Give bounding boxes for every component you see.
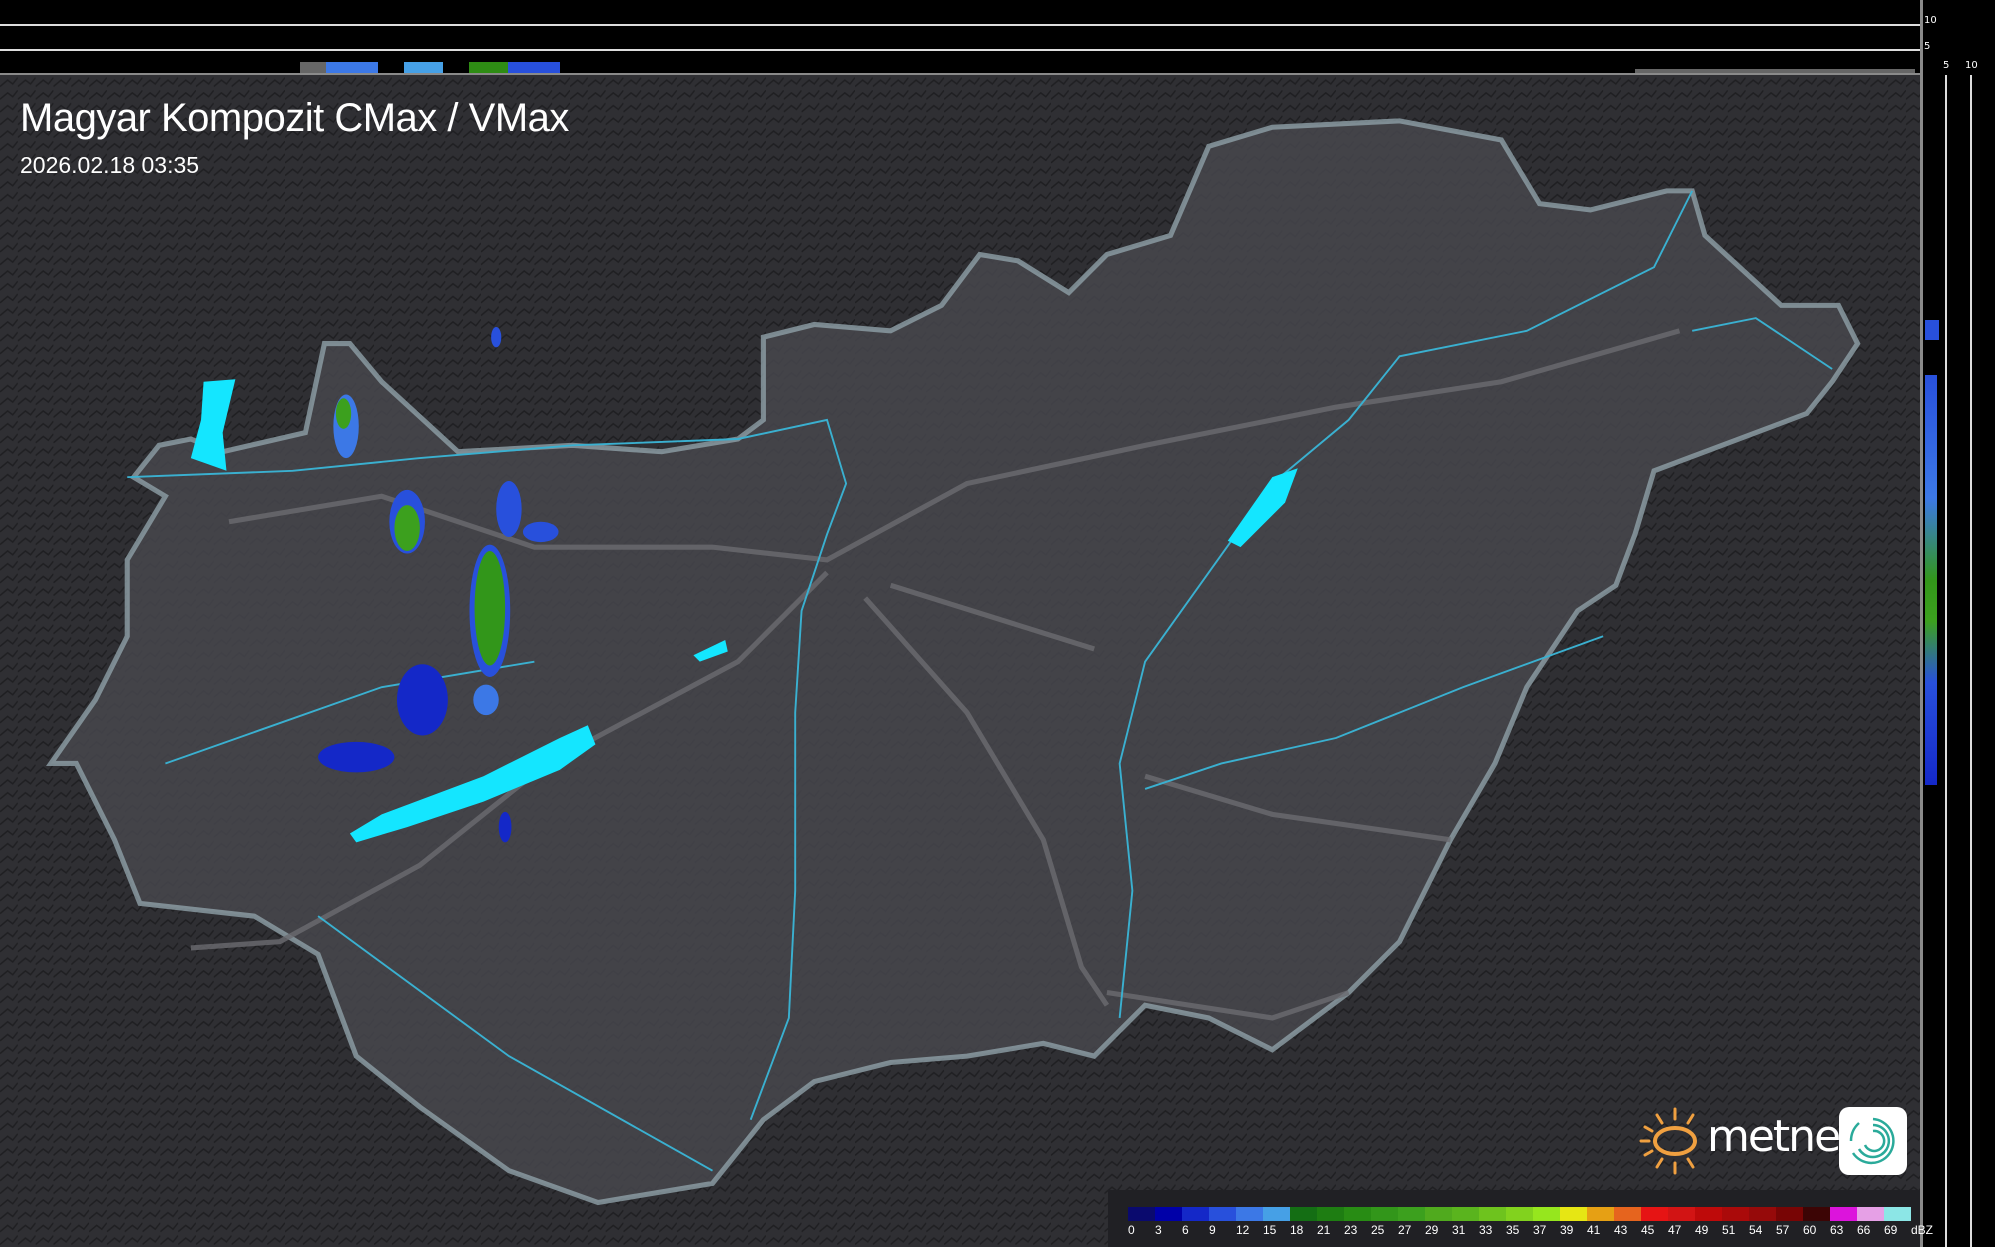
axis-label: 5 [1943,60,1950,71]
legend-label: 29 [1425,1223,1439,1237]
legend-label: 37 [1533,1223,1547,1237]
legend-label: 60 [1803,1223,1817,1237]
legend-swatch [1533,1207,1560,1221]
vertical-profile-top [0,0,1920,75]
map-title: Magyar Kompozit CMax / VMax [20,96,569,140]
legend-swatch [1128,1207,1155,1221]
legend-swatch [1371,1207,1398,1221]
legend-label: 45 [1641,1223,1655,1237]
legend-swatch [1803,1207,1830,1221]
legend-label: 57 [1776,1223,1790,1237]
legend-swatch [1452,1207,1479,1221]
radar-echoes [318,327,559,843]
axis-label: 10 [1924,15,1937,26]
lake-tisza [1227,468,1298,548]
gridline [1970,75,1972,1247]
legend-swatch [1857,1207,1884,1221]
legend-swatch [1290,1207,1317,1221]
legend-swatch [1182,1207,1209,1221]
logo-text: metnet [1707,1111,1856,1162]
legend-label: 21 [1317,1223,1331,1237]
lake-neusiedl [190,379,236,471]
legend-label: 18 [1290,1223,1304,1237]
profile-echo [300,62,560,73]
legend-swatch [1506,1207,1533,1221]
legend-swatch [1776,1207,1803,1221]
legend-label: 33 [1479,1223,1493,1237]
axis-label: 5 [1924,41,1931,52]
legend-label: 43 [1614,1223,1628,1237]
hungary-outline [46,118,1861,1206]
legend-label: 0 [1128,1223,1135,1237]
legend-label: 51 [1722,1223,1736,1237]
profile-echo [1635,69,1915,73]
legend-swatch [1263,1207,1290,1221]
legend-swatch [1722,1207,1749,1221]
legend-swatch [1479,1207,1506,1221]
legend-label: 66 [1857,1223,1871,1237]
gridline [0,49,1920,51]
axis-label: 10 [1965,60,1978,71]
legend-label: 25 [1371,1223,1385,1237]
legend-swatch [1236,1207,1263,1221]
legend-swatch [1695,1207,1722,1221]
legend-swatch [1398,1207,1425,1221]
legend-label: 27 [1398,1223,1412,1237]
timestamp: 2026.02.18 03:35 [20,152,200,178]
gridline [0,24,1920,26]
sun-icon [1639,1107,1697,1175]
legend-label: 35 [1506,1223,1520,1237]
gridline [1945,75,1947,1247]
legend-swatch [1317,1207,1344,1221]
roads [190,328,1681,1021]
legend-unit: dBZ [1911,1223,1934,1237]
profile-echo [1925,320,1939,340]
legend-label: 3 [1155,1223,1162,1237]
app-icon [1839,1107,1907,1175]
profile-echo [1925,375,1937,785]
lake-velence [693,640,728,662]
metnet-logo: metnet [1637,1105,1909,1177]
legend-swatch [1614,1207,1641,1221]
legend-label: 9 [1209,1223,1216,1237]
legend-swatch [1587,1207,1614,1221]
legend-label: 31 [1452,1223,1466,1237]
legend-label: 41 [1587,1223,1601,1237]
dbz-legend: 0 3 6 9 12 15 18 21 23 25 27 29 31 33 35 37 39 41 43 45 47 49… [1108,1190,1933,1247]
legend-swatch [1425,1207,1452,1221]
legend-swatch [1830,1207,1857,1221]
swirl-icon [1849,1117,1895,1165]
legend-label: 54 [1749,1223,1763,1237]
legend-swatch [1884,1207,1911,1221]
legend-swatch [1749,1207,1776,1221]
legend-label: 6 [1182,1223,1189,1237]
legend-label: 63 [1830,1223,1844,1237]
legend-label: 47 [1668,1223,1682,1237]
legend-swatch [1155,1207,1182,1221]
legend-swatch [1560,1207,1587,1221]
lakes [190,379,1298,843]
legend-label: 39 [1560,1223,1574,1237]
legend-label: 15 [1263,1223,1277,1237]
vertical-profile-right [1920,0,1995,1247]
lake-balaton [349,725,596,843]
legend-label: 69 [1884,1223,1898,1237]
legend-label: 23 [1344,1223,1358,1237]
legend-swatch [1641,1207,1668,1221]
legend-swatch [1344,1207,1371,1221]
legend-swatch [1209,1207,1236,1221]
legend-swatch [1668,1207,1695,1221]
legend-label: 49 [1695,1223,1709,1237]
legend-label: 12 [1236,1223,1250,1237]
